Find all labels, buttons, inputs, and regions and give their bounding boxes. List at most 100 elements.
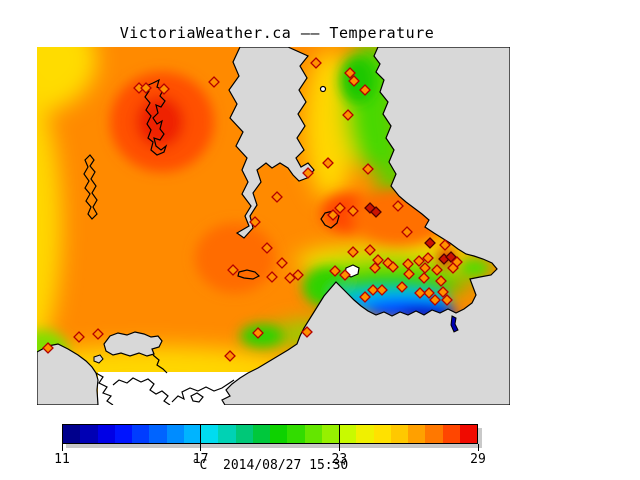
station-marker — [362, 163, 374, 175]
page-title: VictoriaWeather.ca —— Temperature — [119, 24, 435, 42]
colorbar-segment — [149, 425, 167, 443]
station-marker — [339, 269, 351, 281]
colorbar-segment — [459, 425, 477, 443]
colorbar-segment — [408, 425, 426, 443]
station-markers — [42, 57, 463, 362]
station-marker — [439, 239, 451, 251]
colorbar-tick — [61, 444, 63, 451]
station-marker — [431, 264, 443, 276]
colorbar-tick — [477, 444, 479, 451]
saanich-inlet-water — [228, 47, 315, 239]
colorbar-segment — [114, 425, 132, 443]
colorbar-tick-label: 29 — [470, 452, 486, 467]
station-marker — [370, 206, 382, 218]
station-marker — [447, 262, 459, 274]
gorge-waterway — [152, 354, 168, 374]
station-marker — [276, 257, 288, 269]
station-marker — [342, 109, 354, 121]
station-marker — [140, 82, 152, 94]
station-marker — [359, 291, 371, 303]
station-marker — [437, 286, 449, 298]
colorbar-segment — [218, 425, 236, 443]
station-marker — [348, 75, 360, 87]
station-marker — [224, 350, 236, 362]
lake-nw — [144, 78, 168, 156]
station-marker — [322, 157, 334, 169]
station-marker — [392, 200, 404, 212]
station-marker — [401, 226, 413, 238]
station-marker — [227, 264, 239, 276]
station-marker — [424, 237, 436, 249]
haro-strait-water — [221, 47, 510, 405]
station-marker — [423, 287, 435, 299]
station-marker — [158, 83, 170, 95]
prospect-lake — [237, 269, 261, 280]
trial-island — [450, 315, 459, 333]
station-marker — [422, 252, 434, 264]
station-marker — [310, 57, 322, 69]
datetime-label: 2014/08/27 15:30 — [223, 458, 349, 473]
station-marker — [445, 251, 457, 263]
portage-inlet-water — [103, 331, 163, 357]
station-marker — [413, 255, 425, 267]
colorbar-segment — [166, 425, 184, 443]
colorbar-tick — [338, 424, 340, 451]
colorbar-segment — [183, 425, 201, 443]
colorbar-segment — [97, 425, 115, 443]
station-marker — [369, 262, 381, 274]
colorbar-segment — [442, 425, 460, 443]
station-marker — [302, 167, 314, 179]
station-marker — [396, 281, 408, 293]
station-marker — [334, 202, 346, 214]
station-marker — [387, 261, 399, 273]
pond — [319, 85, 327, 93]
station-marker — [359, 84, 371, 96]
colorbar-segment — [252, 425, 270, 443]
colorbar-tick-label: 11 — [54, 452, 70, 467]
colorbar-segment — [235, 425, 253, 443]
station-marker — [327, 209, 339, 221]
colorbar-tick — [200, 424, 202, 451]
station-marker — [208, 76, 220, 88]
station-marker — [441, 294, 453, 306]
station-marker — [92, 328, 104, 340]
royal-roads-water — [37, 343, 99, 405]
colorbar-segment — [132, 425, 150, 443]
station-marker — [266, 271, 278, 283]
colorbar-segment — [304, 425, 322, 443]
station-marker — [347, 246, 359, 258]
station-marker — [344, 67, 356, 79]
station-marker — [301, 326, 313, 338]
colorbar-segment — [321, 425, 339, 443]
colorbar-segment — [390, 425, 408, 443]
station-marker — [252, 327, 264, 339]
station-marker — [376, 284, 388, 296]
station-marker — [42, 342, 54, 354]
lake-west — [83, 154, 98, 220]
station-marker — [402, 258, 414, 270]
colorbar-caption: °C 2014/08/27 15:30 — [62, 459, 478, 473]
coastline-esquimalt — [95, 372, 235, 405]
station-marker — [329, 265, 341, 277]
station-marker — [284, 272, 296, 284]
station-marker — [249, 216, 261, 228]
colorbar-segment — [339, 425, 357, 443]
colorbar-segment — [80, 425, 98, 443]
station-marker — [261, 242, 273, 254]
station-marker — [367, 284, 379, 296]
colorbar-tick-label: 17 — [192, 452, 209, 467]
station-marker — [403, 268, 415, 280]
station-marker — [419, 262, 431, 274]
station-marker — [347, 205, 359, 217]
islet — [93, 354, 104, 364]
unit-label: °C — [191, 458, 208, 473]
colorbar-bar — [62, 424, 478, 444]
colorbar-segment — [201, 425, 219, 443]
station-marker — [292, 269, 304, 281]
station-marker — [271, 191, 283, 203]
colorbar-segment — [287, 425, 305, 443]
station-marker — [73, 331, 85, 343]
station-marker — [435, 275, 447, 287]
